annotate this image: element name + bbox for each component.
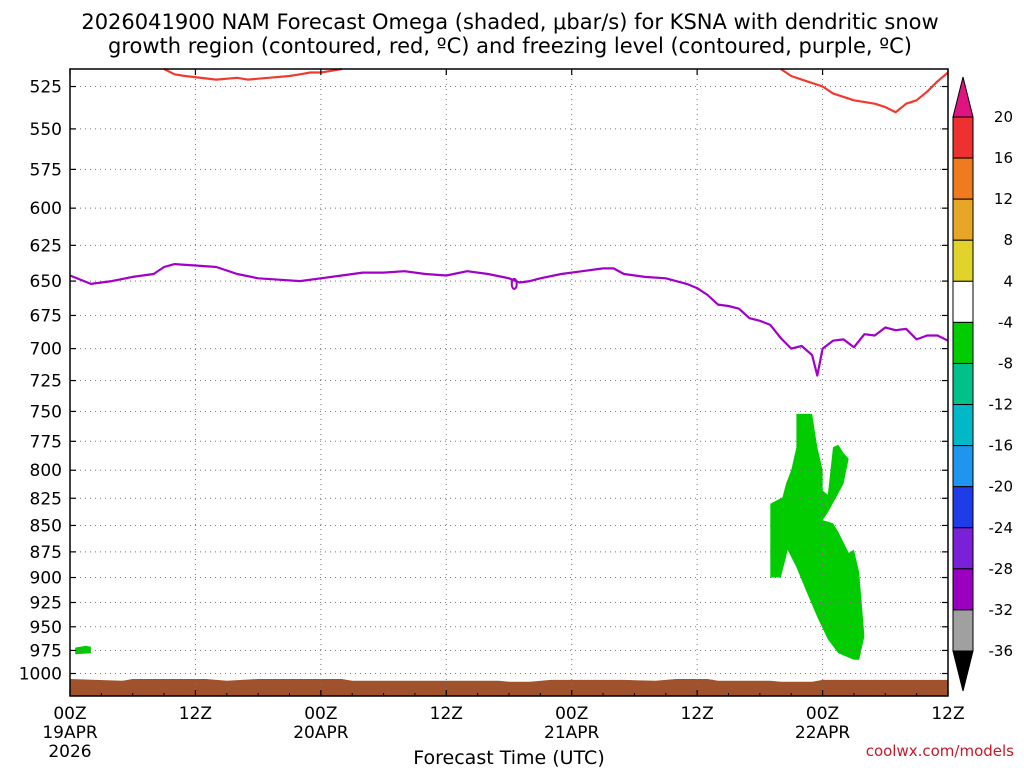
plot-area <box>69 67 949 697</box>
colorbar-swatch <box>952 239 974 282</box>
y-tick-label: 725 <box>30 372 62 392</box>
x-tick-label: 2026 <box>48 742 91 762</box>
colorbar-swatch <box>952 362 974 406</box>
freezing-level-contour <box>69 263 949 377</box>
y-tick-label: 850 <box>30 516 62 536</box>
colorbar-label: 8 <box>1003 231 1013 249</box>
colorbar-label: -32 <box>989 601 1014 619</box>
colorbar-swatch <box>952 609 974 652</box>
colorbar-bottom-arrow <box>952 650 974 692</box>
colorbar-swatch <box>952 280 974 323</box>
omega-shaded-region <box>770 492 797 578</box>
colorbar-swatch <box>952 157 974 200</box>
y-tick-label: 1000 <box>19 665 62 685</box>
x-tick-label: 19APR <box>42 723 98 743</box>
y-tick-label: 950 <box>30 618 62 638</box>
x-tick-label: 00Z <box>304 704 337 724</box>
colorbar-label: 4 <box>1003 272 1013 290</box>
ground-layer <box>70 679 948 696</box>
colorbar-label: -20 <box>989 478 1014 496</box>
y-tick-label: 750 <box>30 402 62 422</box>
ground-surface <box>70 679 948 696</box>
colorbar-swatch <box>952 568 974 611</box>
colorbar-top-arrow <box>952 76 974 118</box>
x-tick-label: 12Z <box>430 704 463 724</box>
colorbar-swatch <box>952 198 974 241</box>
colorbar-label: -28 <box>989 560 1014 578</box>
x-tick-label: 12Z <box>681 704 714 724</box>
colorbar-label: -16 <box>989 437 1014 455</box>
y-tick-label: 600 <box>30 199 62 219</box>
dgz-contour-line <box>780 68 949 114</box>
colorbar-swatch <box>952 116 974 159</box>
chart-title-line1: 2026041900 NAM Forecast Omega (shaded, μ… <box>81 10 938 34</box>
colorbar-label: -24 <box>989 519 1014 537</box>
colorbar-label: 12 <box>994 190 1013 208</box>
x-axis-label: Forecast Time (UTC) <box>413 747 604 768</box>
x-tick-label: 12Z <box>179 704 212 724</box>
x-tick-label: 00Z <box>806 704 839 724</box>
y-tick-label: 675 <box>30 306 62 326</box>
y-axis: 525 550 575 600 625 650 675 700 725 750 775 800 825 8… <box>19 78 948 685</box>
y-tick-label: 925 <box>30 593 62 613</box>
y-tick-label: 625 <box>30 236 62 256</box>
colorbar-label: -4 <box>998 313 1013 331</box>
colorbar: 20 16 12 8 4 -4 -8 -12 -16 -20 -24 -28 -32 -36 <box>952 76 1014 692</box>
x-tick-label: 21APR <box>544 723 600 743</box>
y-tick-label: 775 <box>30 432 62 452</box>
chart-title-line2: growth region (contoured, red, ºC) and f… <box>108 34 912 58</box>
y-tick-label: 800 <box>30 461 62 481</box>
colorbar-swatch <box>952 321 974 364</box>
x-tick-label: 20APR <box>293 723 349 743</box>
x-tick-label: 00Z <box>53 704 86 724</box>
colorbar-label: -36 <box>989 642 1014 660</box>
plot-background <box>70 69 948 696</box>
colorbar-label: 16 <box>994 149 1013 167</box>
y-tick-label: 875 <box>30 543 62 563</box>
y-tick-label: 975 <box>30 641 62 661</box>
colorbar-label: -12 <box>989 396 1014 414</box>
colorbar-label: -8 <box>998 354 1013 372</box>
y-tick-label: 700 <box>30 340 62 360</box>
colorbar-label: 20 <box>994 108 1013 126</box>
x-tick-label: 00Z <box>555 704 588 724</box>
colorbar-swatch <box>952 404 974 447</box>
y-tick-label: 900 <box>30 569 62 589</box>
y-tick-label: 825 <box>30 489 62 509</box>
y-tick-label: 525 <box>30 78 62 98</box>
colorbar-swatch <box>952 486 974 529</box>
colorbar-swatch <box>952 527 974 570</box>
y-tick-label: 575 <box>30 160 62 180</box>
y-tick-label: 650 <box>30 272 62 292</box>
freezing-level-loop <box>510 277 518 290</box>
x-tick-label: 12Z <box>931 704 964 724</box>
colorbar-swatch <box>952 445 974 488</box>
omega-shaded-region <box>775 413 865 660</box>
omega-shading-layer <box>75 413 865 660</box>
y-tick-label: 550 <box>30 120 62 140</box>
x-tick-label: 22APR <box>795 723 851 743</box>
credit-text: coolwx.com/models <box>866 742 1014 760</box>
omega-shaded-region <box>75 645 91 655</box>
